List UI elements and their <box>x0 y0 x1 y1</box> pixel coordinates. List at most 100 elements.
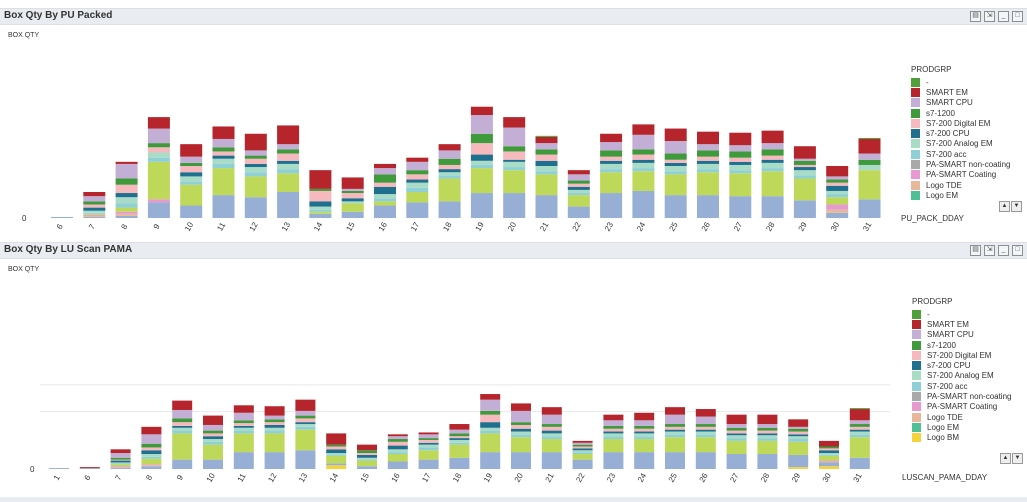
bar-segment[interactable] <box>567 189 590 194</box>
bar-segment[interactable] <box>83 212 106 214</box>
bar-segment[interactable] <box>819 460 839 462</box>
bar-segment[interactable] <box>264 419 285 423</box>
bar-segment[interactable] <box>295 429 316 451</box>
bar-segment[interactable] <box>793 178 816 201</box>
bar-segment[interactable] <box>110 466 131 468</box>
bar-segment[interactable] <box>172 459 193 469</box>
bar-segment[interactable] <box>819 462 839 467</box>
bar-segment[interactable] <box>572 446 593 449</box>
maximize-icon[interactable]: □ <box>1012 11 1023 22</box>
bar-segment[interactable] <box>438 150 461 159</box>
bar-segment[interactable] <box>309 170 332 189</box>
bar-segment[interactable] <box>664 128 687 142</box>
bar-segment[interactable] <box>480 399 501 411</box>
minimize-icon[interactable]: _ <box>998 11 1009 22</box>
bar-segment[interactable] <box>357 466 377 469</box>
bar-segment[interactable] <box>438 158 461 165</box>
bar-segment[interactable] <box>858 138 881 154</box>
bar-segment[interactable] <box>264 430 285 434</box>
bar-segment[interactable] <box>665 452 685 469</box>
bar-segment[interactable] <box>695 424 716 427</box>
bar-segment[interactable] <box>406 187 429 192</box>
bar-segment[interactable] <box>634 431 655 434</box>
bar-segment[interactable] <box>572 450 593 453</box>
bar-segment[interactable] <box>449 433 470 437</box>
bar-segment[interactable] <box>326 433 347 445</box>
bar-segment[interactable] <box>480 433 501 453</box>
bar-segment[interactable] <box>726 433 747 436</box>
bar-segment[interactable] <box>826 166 849 177</box>
bar-segment[interactable] <box>632 168 655 172</box>
bar-segment[interactable] <box>374 163 396 169</box>
bar-segment[interactable] <box>819 455 839 461</box>
bar-segment[interactable] <box>664 153 687 160</box>
bar-segment[interactable] <box>819 450 839 454</box>
bar-segment[interactable] <box>203 424 223 431</box>
bar-segment[interactable] <box>511 431 531 435</box>
bar-segment[interactable] <box>729 196 752 218</box>
bar-segment[interactable] <box>757 424 778 428</box>
bar-segment[interactable] <box>634 433 655 437</box>
bar-segment[interactable] <box>729 145 752 152</box>
bar-segment[interactable] <box>212 126 235 139</box>
bar-segment[interactable] <box>480 410 501 415</box>
bar-segment[interactable] <box>697 156 719 161</box>
bar-segment[interactable] <box>212 147 235 152</box>
bar-segment[interactable] <box>110 462 131 464</box>
bar-segment[interactable] <box>634 436 655 440</box>
bar-segment[interactable] <box>341 203 364 212</box>
bar-segment[interactable] <box>697 195 719 218</box>
bar-segment[interactable] <box>665 424 685 427</box>
legend-item[interactable]: Logo EM <box>911 190 1010 200</box>
bar-segment[interactable] <box>326 444 347 447</box>
bar-segment[interactable] <box>788 454 809 468</box>
bar-segment[interactable] <box>567 170 590 175</box>
bar-segment[interactable] <box>309 190 332 202</box>
bar-segment[interactable] <box>567 195 590 207</box>
bar-segment[interactable] <box>729 157 752 162</box>
bar-segment[interactable] <box>309 206 332 210</box>
bar-segment[interactable] <box>761 155 784 160</box>
bar-segment[interactable] <box>295 418 316 423</box>
bar-segment[interactable] <box>180 166 203 173</box>
bar-segment[interactable] <box>244 155 267 159</box>
legend-item[interactable]: S7-200 acc <box>911 149 1010 159</box>
bar-segment[interactable] <box>212 155 235 159</box>
bar-segment[interactable] <box>535 195 558 218</box>
bar-segment[interactable] <box>849 408 870 410</box>
bar-segment[interactable] <box>374 168 396 175</box>
bar-segment[interactable] <box>309 201 332 207</box>
bar-segment[interactable] <box>665 414 685 425</box>
bar-segment[interactable] <box>511 424 531 429</box>
bar-segment[interactable] <box>726 430 747 434</box>
scroll-arrows[interactable]: ▲ ▼ <box>999 201 1022 212</box>
bar-segment[interactable] <box>147 147 170 153</box>
bar-segment[interactable] <box>664 174 687 196</box>
bar-segment[interactable] <box>244 176 267 198</box>
bar-segment[interactable] <box>326 455 347 464</box>
bar-segment[interactable] <box>826 185 849 191</box>
bar-segment[interactable] <box>115 213 138 216</box>
bar-segment[interactable] <box>726 435 747 439</box>
bar-segment[interactable] <box>541 452 562 469</box>
bar-segment[interactable] <box>603 428 624 432</box>
bar-segment[interactable] <box>503 146 526 152</box>
bar-segment[interactable] <box>541 414 562 425</box>
bar-segment[interactable] <box>110 459 131 461</box>
bar-segment[interactable] <box>600 160 623 164</box>
bar-segment[interactable] <box>480 427 501 431</box>
bar-segment[interactable] <box>115 161 138 164</box>
bar-segment[interactable] <box>326 453 347 455</box>
bar-segment[interactable] <box>141 447 162 451</box>
bar-segment[interactable] <box>503 170 526 194</box>
bar-segment[interactable] <box>567 193 590 196</box>
bar-segment[interactable] <box>326 454 347 456</box>
bar-segment[interactable] <box>603 439 624 453</box>
bar-segment[interactable] <box>503 127 526 147</box>
bar-segment[interactable] <box>849 431 870 435</box>
legend-item[interactable]: S7-200 Digital EM <box>912 350 1011 360</box>
bar-segment[interactable] <box>203 444 223 460</box>
bar-segment[interactable] <box>449 439 470 443</box>
bar-segment[interactable] <box>503 159 526 162</box>
bar-segment[interactable] <box>600 172 623 194</box>
